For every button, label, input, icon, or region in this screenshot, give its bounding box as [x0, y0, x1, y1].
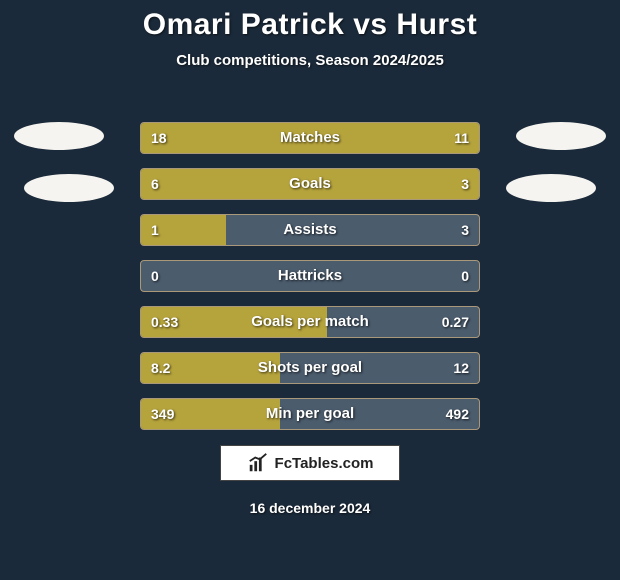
player1-name: Omari Patrick: [143, 8, 345, 41]
snapshot-date: 16 december 2024: [0, 500, 620, 516]
stat-bar: 8.212Shots per goal: [140, 352, 480, 384]
stat-bar: 13Assists: [140, 214, 480, 246]
comparison-title: Omari Patrick vs Hurst: [0, 0, 620, 42]
player1-badge-1: [14, 122, 104, 150]
stat-bars: 1811Matches 63Goals 13Assists 00Hattricks 0.…: [140, 122, 480, 444]
stat-bar: 349492Min per goal: [140, 398, 480, 430]
stat-bar: 1811Matches: [140, 122, 480, 154]
stat-label: Shots per goal: [141, 353, 479, 384]
stat-bar: 63Goals: [140, 168, 480, 200]
brand-text: FcTables.com: [275, 455, 374, 472]
stat-bar: 0.330.27Goals per match: [140, 306, 480, 338]
player2-badge-1: [516, 122, 606, 150]
player2-name: Hurst: [396, 8, 477, 41]
brand-badge: FcTables.com: [220, 445, 400, 481]
stat-label: Goals: [141, 169, 479, 200]
subtitle: Club competitions, Season 2024/2025: [0, 52, 620, 69]
stat-label: Matches: [141, 123, 479, 154]
vs-label: vs: [353, 8, 387, 41]
brand-chart-icon: [247, 452, 269, 474]
player2-badge-2: [506, 174, 596, 202]
stat-bar: 00Hattricks: [140, 260, 480, 292]
stat-label: Assists: [141, 215, 479, 246]
stat-label: Goals per match: [141, 307, 479, 338]
player1-badge-2: [24, 174, 114, 202]
stat-label: Hattricks: [141, 261, 479, 292]
stat-label: Min per goal: [141, 399, 479, 430]
